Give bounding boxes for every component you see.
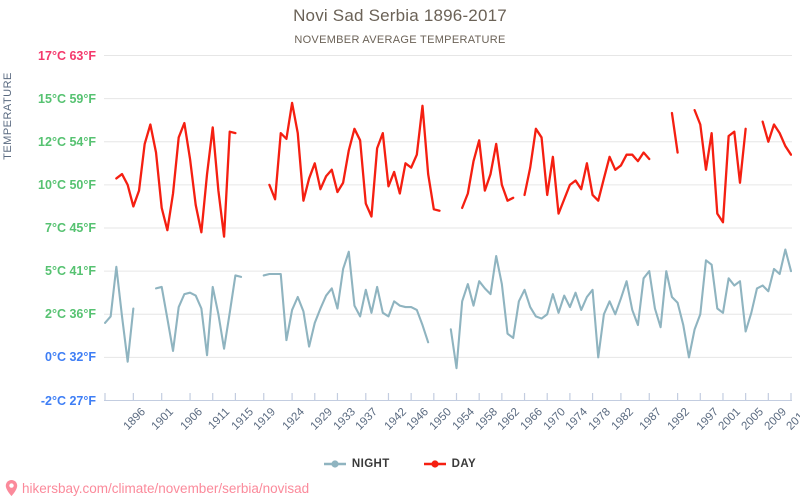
temperature-line-chart [104, 55, 792, 401]
y-axis-tick-labels: 17°C 63°F 15°C 59°F 12°C 54°F 10°C 50°F 7°C … [0, 0, 96, 500]
series-line-day [523, 127, 651, 215]
y-axis-tick-2c: 2°C 36°F [45, 307, 96, 322]
x-axis-tick-1942: 1942 [382, 406, 409, 433]
x-axis-tick-1978: 1978 [586, 406, 613, 433]
series-line-night [262, 250, 430, 348]
x-axis-tick-1987: 1987 [637, 406, 664, 433]
series-line-night [449, 248, 792, 370]
footer[interactable]: hikersbay.com/climate/november/serbia/no… [4, 479, 309, 497]
page-title: Novi Sad Serbia 1896-2017 [293, 6, 507, 25]
series-line-night [154, 274, 243, 357]
x-axis-tick-1954: 1954 [450, 406, 477, 433]
day-series-marker-icon [423, 460, 446, 468]
x-axis-tick-1970: 1970 [541, 406, 568, 433]
x-axis-tick-1911: 1911 [206, 406, 233, 432]
x-axis-tick-1946: 1946 [404, 406, 432, 433]
x-axis-tick-2009: 2009 [762, 406, 789, 433]
legend-item-night[interactable]: NIGHT [323, 458, 390, 470]
x-axis-tick-1896: 1896 [121, 406, 149, 433]
legend-label-day: DAY [451, 458, 477, 470]
series-line-day [761, 120, 792, 156]
y-axis-tick--2c: -2°C 27°F [40, 393, 96, 408]
series-line-day [461, 139, 515, 210]
x-axis-tick-1901: 1901 [149, 406, 177, 433]
y-axis-tick-10c: 10°C 50°F [38, 177, 96, 192]
y-axis-tick-7c: 7°C 45°F [45, 221, 96, 235]
y-axis-tick-0c: 0°C 32°F [45, 350, 96, 365]
x-axis-tick-1906: 1906 [178, 406, 205, 433]
x-axis-tick-1958: 1958 [472, 406, 500, 433]
y-axis-tick-5c: 5°C 41°F [45, 264, 96, 279]
x-axis-ticks [104, 393, 792, 401]
series-line-day [268, 101, 441, 218]
location-pin-icon [5, 480, 18, 496]
series-lines [104, 101, 792, 370]
footer-url[interactable]: hikersbay.com/climate/november/serbia/no… [22, 480, 310, 496]
x-axis-tick-1962: 1962 [495, 406, 523, 433]
y-axis-tick-12c: 12°C 54°F [38, 134, 96, 149]
chart-subtitle: NOVEMBER AVERAGE TEMPERATURE [294, 34, 506, 46]
y-axis-tick-17c: 17°C 63°F [38, 48, 96, 63]
series-line-night [104, 265, 135, 363]
x-axis-tick-2013: 2013 [784, 406, 800, 433]
x-axis-tick-1919: 1919 [251, 406, 279, 433]
x-axis-tick-1933: 1933 [331, 406, 358, 433]
x-axis-tick-1924: 1924 [280, 406, 307, 433]
legend-item-day[interactable]: DAY [423, 458, 477, 470]
x-axis-tick-1992: 1992 [665, 406, 693, 433]
y-axis-tick-15c: 15°C 59°F [38, 91, 96, 106]
legend-label-night: NIGHT [351, 458, 390, 470]
night-series-marker-icon [323, 460, 346, 468]
chart-legend: NIGHT DAY [0, 458, 800, 470]
x-axis-tick-1997: 1997 [694, 406, 721, 433]
x-axis-tick-2001: 2001 [716, 406, 744, 433]
x-axis-tick-1937: 1937 [353, 406, 381, 433]
x-axis-tick-1915: 1915 [229, 406, 256, 433]
x-axis-tick-1982: 1982 [609, 406, 636, 433]
plot-area [104, 55, 792, 401]
series-line-day [115, 121, 237, 238]
x-axis-tick-2005: 2005 [739, 406, 767, 433]
x-axis-tick-1929: 1929 [308, 406, 336, 433]
x-axis-tick-labels: 1896 1901 1906 1911 1915 1919 1924 1929 1933 1937… [0, 402, 800, 462]
x-axis-tick-1966: 1966 [518, 406, 545, 433]
series-line-day [670, 111, 679, 154]
series-line-day [693, 108, 747, 224]
x-axis-tick-1950: 1950 [427, 406, 455, 433]
x-axis-tick-1974: 1974 [563, 406, 591, 433]
